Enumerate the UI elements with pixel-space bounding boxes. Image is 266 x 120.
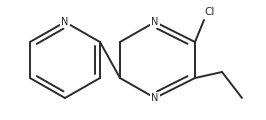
Text: N: N [151, 17, 159, 27]
Text: Cl: Cl [205, 7, 215, 17]
Text: N: N [61, 17, 69, 27]
Text: N: N [151, 93, 159, 103]
